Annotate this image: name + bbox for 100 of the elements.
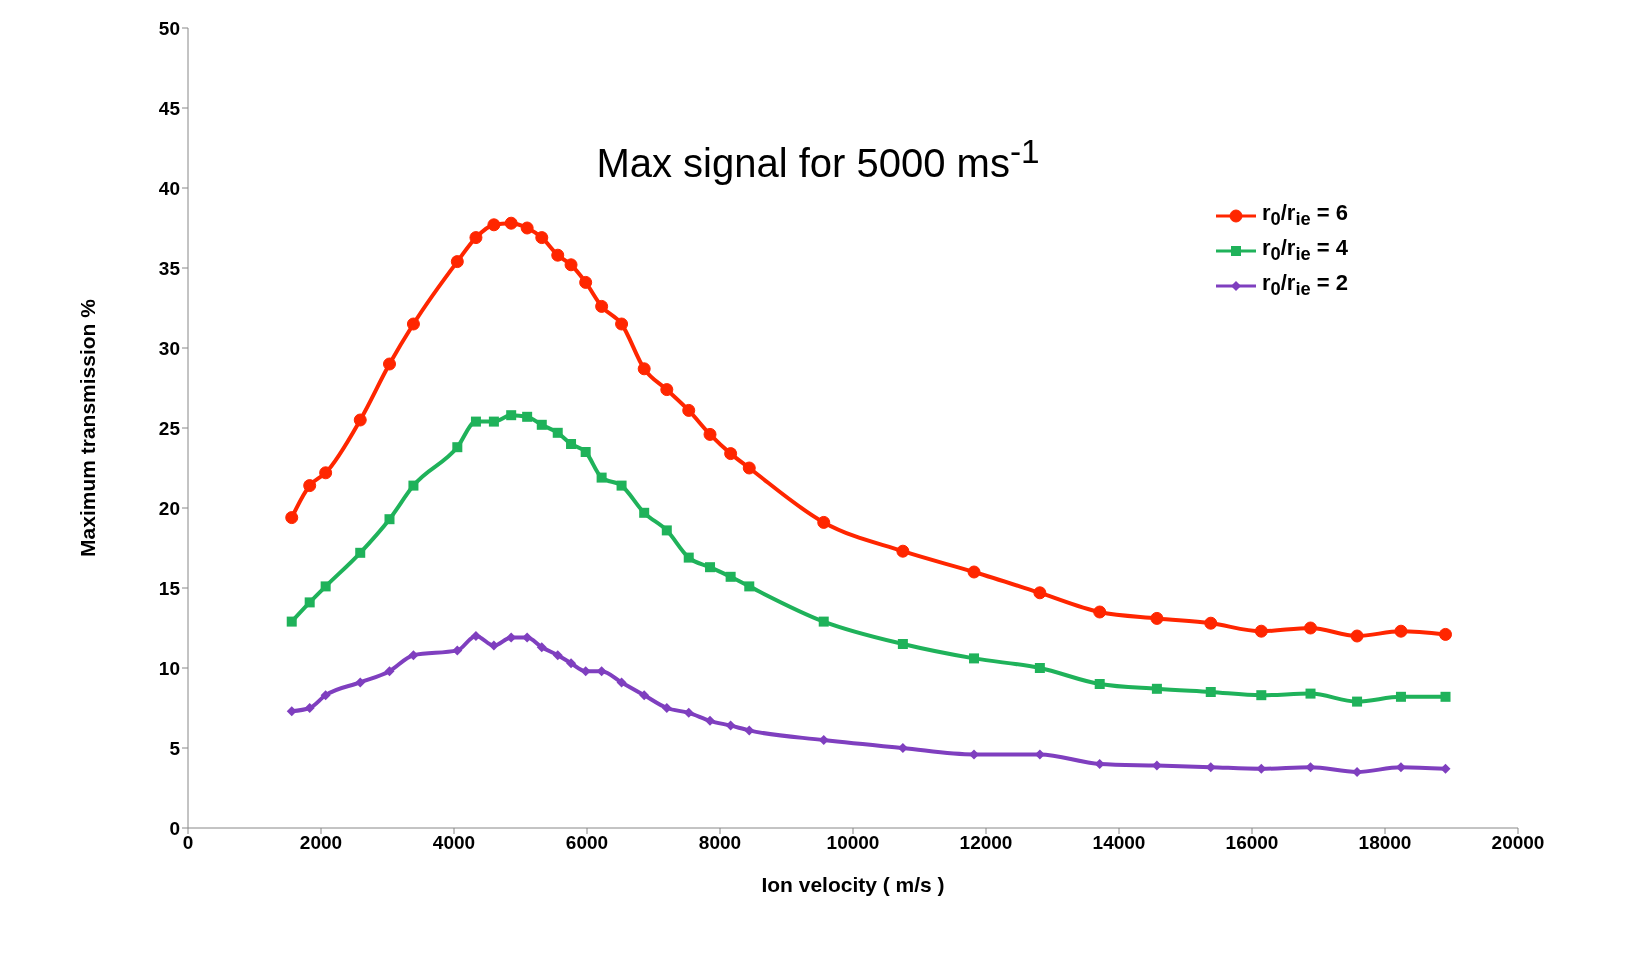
y-axis-title: Maximum transmission % xyxy=(76,298,100,557)
point xyxy=(596,472,607,483)
x-tick-label: 14000 xyxy=(1092,832,1146,854)
point xyxy=(1150,611,1164,625)
point xyxy=(536,642,547,653)
point xyxy=(355,547,366,558)
point xyxy=(406,317,420,331)
point xyxy=(969,653,980,664)
y-tick-label: 35 xyxy=(158,257,181,279)
point xyxy=(353,413,367,427)
point xyxy=(818,616,829,627)
point xyxy=(744,725,755,736)
point xyxy=(487,218,501,232)
y-tick-label: 50 xyxy=(158,17,180,39)
point xyxy=(967,565,981,579)
point xyxy=(703,427,717,441)
point xyxy=(724,447,738,461)
point xyxy=(1395,691,1406,702)
y-tick-label: 20 xyxy=(158,497,180,519)
text: Max signal for 5000 ms$^{-1}$ xyxy=(596,133,1040,186)
point xyxy=(304,597,315,608)
point xyxy=(1439,627,1453,641)
point xyxy=(552,650,563,661)
point xyxy=(661,703,672,713)
point xyxy=(408,480,419,491)
x-tick-label: 10000 xyxy=(826,832,880,854)
point xyxy=(552,427,563,438)
point xyxy=(506,410,517,421)
point xyxy=(705,715,716,726)
x-tick-label: 12000 xyxy=(959,832,1013,854)
point xyxy=(744,581,755,592)
x-tick-label: 8000 xyxy=(698,832,742,854)
point xyxy=(1350,629,1364,643)
legend-label: r$_{0}$/r$_{ie}$ = 4 xyxy=(1261,235,1348,266)
point xyxy=(725,720,736,731)
y-tick-label: 25 xyxy=(158,417,181,439)
point xyxy=(355,677,366,688)
point xyxy=(551,248,565,262)
x-tick-label: 16000 xyxy=(1225,832,1279,854)
point xyxy=(683,552,694,563)
point xyxy=(637,362,651,376)
y-tick-label: 5 xyxy=(169,737,181,759)
point xyxy=(488,416,499,427)
point xyxy=(639,507,650,518)
point xyxy=(616,677,627,688)
point xyxy=(639,690,650,701)
point xyxy=(536,419,547,430)
point xyxy=(566,658,577,669)
point xyxy=(320,690,331,701)
y-tick-label: 30 xyxy=(158,337,180,359)
point xyxy=(319,466,333,480)
point xyxy=(384,514,395,525)
point xyxy=(595,299,609,313)
point xyxy=(408,650,419,661)
point xyxy=(896,544,910,558)
point xyxy=(470,631,481,641)
x-tick-label: 20000 xyxy=(1491,832,1545,854)
point xyxy=(1204,616,1218,630)
point xyxy=(303,479,317,493)
point xyxy=(1151,683,1162,694)
point xyxy=(535,231,549,245)
y-tick-label: 15 xyxy=(158,577,181,599)
point xyxy=(682,403,696,417)
point xyxy=(452,645,463,656)
y-tick-label: 40 xyxy=(158,177,180,199)
x-tick-label: 18000 xyxy=(1358,832,1412,854)
point xyxy=(1440,691,1451,702)
point xyxy=(522,411,533,422)
point xyxy=(897,639,908,649)
point xyxy=(660,383,674,397)
point xyxy=(504,216,518,230)
point xyxy=(286,616,297,627)
y-tick-label: 10 xyxy=(158,657,180,679)
y-tick-label: 45 xyxy=(158,97,181,119)
point xyxy=(304,703,315,713)
point xyxy=(520,221,534,235)
point xyxy=(683,707,694,718)
point xyxy=(383,357,396,371)
point xyxy=(579,275,593,289)
point xyxy=(661,525,672,536)
point xyxy=(1034,663,1045,673)
point xyxy=(705,562,716,573)
point xyxy=(286,706,297,717)
point xyxy=(564,258,578,272)
point xyxy=(616,480,627,491)
x-tick-label: 4000 xyxy=(432,832,476,854)
point xyxy=(1394,624,1408,638)
y-tick-label: 0 xyxy=(169,817,180,839)
point xyxy=(488,640,499,651)
point xyxy=(1205,687,1216,697)
point xyxy=(1254,624,1268,638)
legend-label: r$_{0}$/r$_{ie}$ = 6 xyxy=(1261,200,1348,231)
point xyxy=(725,571,736,582)
point xyxy=(384,666,395,677)
x-tick-label: 6000 xyxy=(565,832,609,854)
point xyxy=(1305,688,1316,699)
point xyxy=(742,461,756,475)
point xyxy=(1093,605,1107,619)
point xyxy=(450,255,464,269)
point xyxy=(470,416,481,427)
